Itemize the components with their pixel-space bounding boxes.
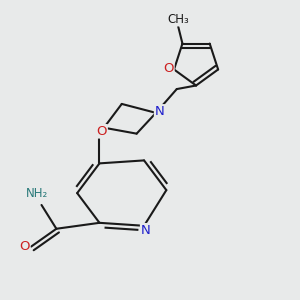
Text: CH₃: CH₃: [167, 13, 189, 26]
Text: O: O: [97, 125, 107, 138]
Text: NH₂: NH₂: [26, 187, 48, 200]
Text: N: N: [141, 224, 150, 237]
Text: N: N: [154, 105, 164, 118]
Text: O: O: [164, 62, 174, 75]
Text: O: O: [19, 240, 30, 253]
